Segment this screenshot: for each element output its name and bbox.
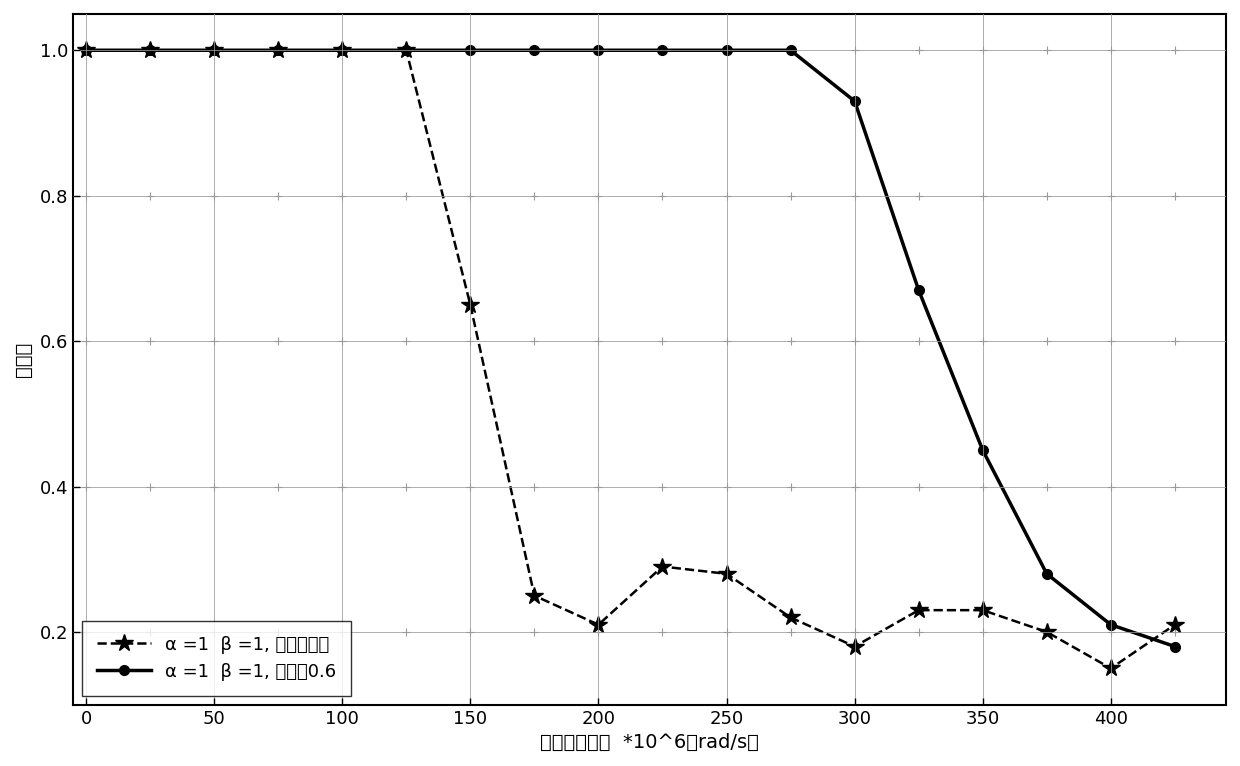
α =1  β =1, 学习率0.6	[655, 46, 670, 55]
α =1  β =1, 学习率0.6	[1039, 569, 1054, 578]
α =1  β =1, 学习率0.6	[270, 46, 285, 55]
α =1  β =1, 无动量因子	[463, 300, 477, 309]
α =1  β =1, 无动量因子	[976, 606, 991, 615]
α =1  β =1, 学习率0.6	[591, 46, 606, 55]
α =1  β =1, 无动量因子	[143, 46, 157, 55]
α =1  β =1, 无动量因子	[591, 620, 606, 630]
α =1  β =1, 学习率0.6	[719, 46, 734, 55]
α =1  β =1, 学习率0.6	[463, 46, 477, 55]
α =1  β =1, 学习率0.6	[527, 46, 542, 55]
α =1  β =1, 无动量因子	[784, 613, 799, 622]
α =1  β =1, 学习率0.6	[1167, 642, 1182, 651]
α =1  β =1, 学习率0.6	[78, 46, 93, 55]
α =1  β =1, 学习率0.6	[143, 46, 157, 55]
α =1  β =1, 无动量因子	[655, 562, 670, 571]
α =1  β =1, 学习率0.6	[784, 46, 799, 55]
α =1  β =1, 学习率0.6	[335, 46, 350, 55]
Y-axis label: 准确率: 准确率	[14, 342, 33, 377]
α =1  β =1, 无动量因子	[1039, 627, 1054, 637]
Line: α =1  β =1, 学习率0.6: α =1 β =1, 学习率0.6	[81, 45, 1179, 651]
α =1  β =1, 无动量因子	[911, 606, 926, 615]
α =1  β =1, 学习率0.6	[976, 446, 991, 455]
Line: α =1  β =1, 无动量因子: α =1 β =1, 无动量因子	[77, 41, 1184, 677]
α =1  β =1, 学习率0.6	[847, 97, 862, 106]
α =1  β =1, 学习率0.6	[399, 46, 414, 55]
α =1  β =1, 学习率0.6	[1104, 620, 1118, 630]
X-axis label: 随机旋转速率  *10^6（rad/s）: 随机旋转速率 *10^6（rad/s）	[541, 733, 759, 752]
α =1  β =1, 学习率0.6	[207, 46, 222, 55]
α =1  β =1, 学习率0.6	[911, 286, 926, 295]
Legend: α =1  β =1, 无动量因子, α =1  β =1, 学习率0.6: α =1 β =1, 无动量因子, α =1 β =1, 学习率0.6	[82, 621, 351, 696]
α =1  β =1, 无动量因子	[847, 642, 862, 651]
α =1  β =1, 无动量因子	[78, 46, 93, 55]
α =1  β =1, 无动量因子	[335, 46, 350, 55]
α =1  β =1, 无动量因子	[399, 46, 414, 55]
α =1  β =1, 无动量因子	[1167, 620, 1182, 630]
α =1  β =1, 无动量因子	[719, 569, 734, 578]
α =1  β =1, 无动量因子	[270, 46, 285, 55]
α =1  β =1, 无动量因子	[527, 591, 542, 601]
α =1  β =1, 无动量因子	[1104, 664, 1118, 673]
α =1  β =1, 无动量因子	[207, 46, 222, 55]
